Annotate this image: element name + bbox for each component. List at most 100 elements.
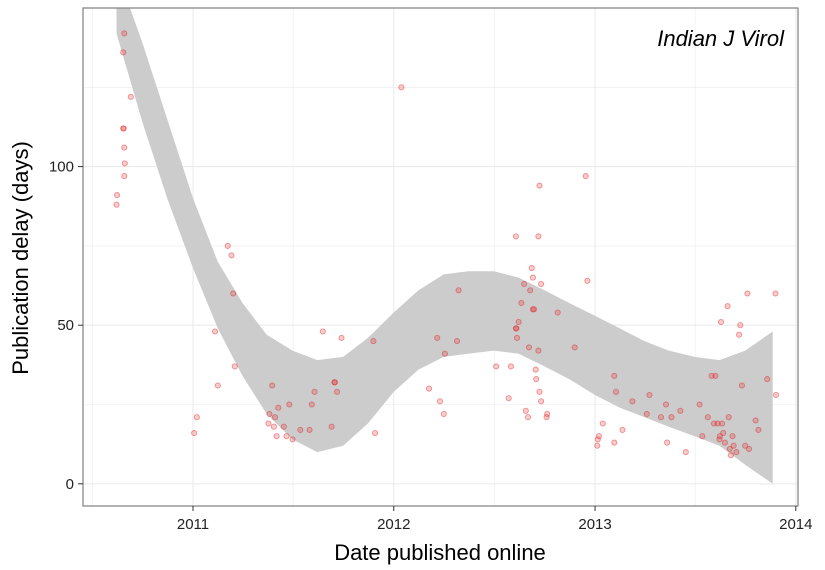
data-point xyxy=(736,331,743,338)
data-point xyxy=(306,426,313,433)
data-point xyxy=(696,401,703,408)
data-point xyxy=(425,385,433,392)
data-point xyxy=(719,420,726,427)
data-point xyxy=(191,429,198,437)
data-point xyxy=(582,173,589,180)
data-point xyxy=(619,426,626,433)
data-point xyxy=(311,388,318,395)
data-point xyxy=(228,252,235,259)
data-point xyxy=(283,433,290,440)
data-point xyxy=(716,433,723,440)
data-point xyxy=(727,452,734,459)
data-point xyxy=(436,398,444,405)
data-point xyxy=(764,376,771,383)
data-point xyxy=(612,388,620,395)
data-point xyxy=(521,280,528,288)
data-point xyxy=(708,372,715,379)
data-point xyxy=(571,344,578,351)
data-point xyxy=(512,325,519,332)
data-point xyxy=(211,328,219,335)
data-point xyxy=(543,414,550,421)
data-point xyxy=(629,398,636,405)
data-point xyxy=(525,344,533,351)
data-point xyxy=(611,439,618,446)
data-point xyxy=(704,414,711,421)
data-point xyxy=(535,347,542,354)
data-point xyxy=(286,401,293,408)
data-point xyxy=(744,290,751,297)
data-point xyxy=(224,242,231,249)
y-tick-label: 0 xyxy=(66,476,74,493)
data-point xyxy=(120,125,127,132)
data-point xyxy=(529,274,536,281)
data-point xyxy=(265,420,272,427)
data-point xyxy=(507,363,514,370)
data-point xyxy=(505,395,512,402)
data-point xyxy=(518,299,525,307)
data-point xyxy=(716,436,723,443)
data-point xyxy=(372,429,379,437)
data-point xyxy=(536,388,543,395)
data-point xyxy=(289,436,296,443)
data-point xyxy=(121,173,128,180)
y-tick-label: 100 xyxy=(49,159,74,176)
data-point xyxy=(331,379,338,386)
data-point xyxy=(755,426,762,433)
data-point xyxy=(717,318,725,326)
data-point xyxy=(611,372,618,379)
data-point xyxy=(668,414,675,421)
data-point xyxy=(535,233,542,240)
data-point xyxy=(453,338,461,345)
data-point xyxy=(595,433,602,440)
data-point xyxy=(594,442,601,449)
data-point xyxy=(729,433,736,440)
data-point xyxy=(113,201,120,208)
points-layer xyxy=(113,30,780,459)
data-point xyxy=(127,93,134,100)
data-point xyxy=(544,410,551,418)
data-point xyxy=(273,433,280,440)
data-point xyxy=(513,334,521,341)
data-point xyxy=(532,366,539,373)
data-point xyxy=(398,84,405,91)
data-point xyxy=(319,328,326,335)
x-axis-title: Date published online xyxy=(334,540,546,565)
data-point xyxy=(724,303,731,310)
tick-labels: 2011 2012 2013 2014 0 50 100 xyxy=(49,159,813,533)
data-point xyxy=(538,398,545,405)
y-axis-title: Publication delay (days) xyxy=(8,141,33,375)
data-point xyxy=(308,401,315,408)
data-point xyxy=(699,433,706,440)
data-point xyxy=(745,445,753,452)
x-tick-label: 2014 xyxy=(779,516,812,533)
data-point xyxy=(742,442,749,449)
data-point xyxy=(512,233,519,240)
data-point xyxy=(513,325,520,332)
data-point xyxy=(584,277,591,284)
data-point xyxy=(720,429,727,437)
y-tick-label: 50 xyxy=(57,317,74,334)
data-point xyxy=(275,404,282,411)
data-point xyxy=(712,372,719,379)
data-point xyxy=(530,306,538,313)
data-point xyxy=(121,144,128,151)
data-point xyxy=(230,290,237,297)
data-point xyxy=(515,318,522,326)
grid xyxy=(83,8,798,506)
data-point xyxy=(536,182,543,189)
data-point xyxy=(646,391,653,399)
data-point xyxy=(599,420,606,427)
x-tick-label: 2012 xyxy=(377,516,410,533)
data-point xyxy=(331,379,338,386)
data-point xyxy=(710,420,717,427)
data-point xyxy=(440,410,447,418)
data-point xyxy=(338,334,345,341)
data-point xyxy=(721,439,728,446)
data-point xyxy=(493,363,500,370)
data-point xyxy=(271,414,279,421)
data-point xyxy=(334,388,341,395)
x-tick-label: 2011 xyxy=(177,516,209,533)
data-point xyxy=(121,160,128,167)
data-point xyxy=(643,410,650,418)
